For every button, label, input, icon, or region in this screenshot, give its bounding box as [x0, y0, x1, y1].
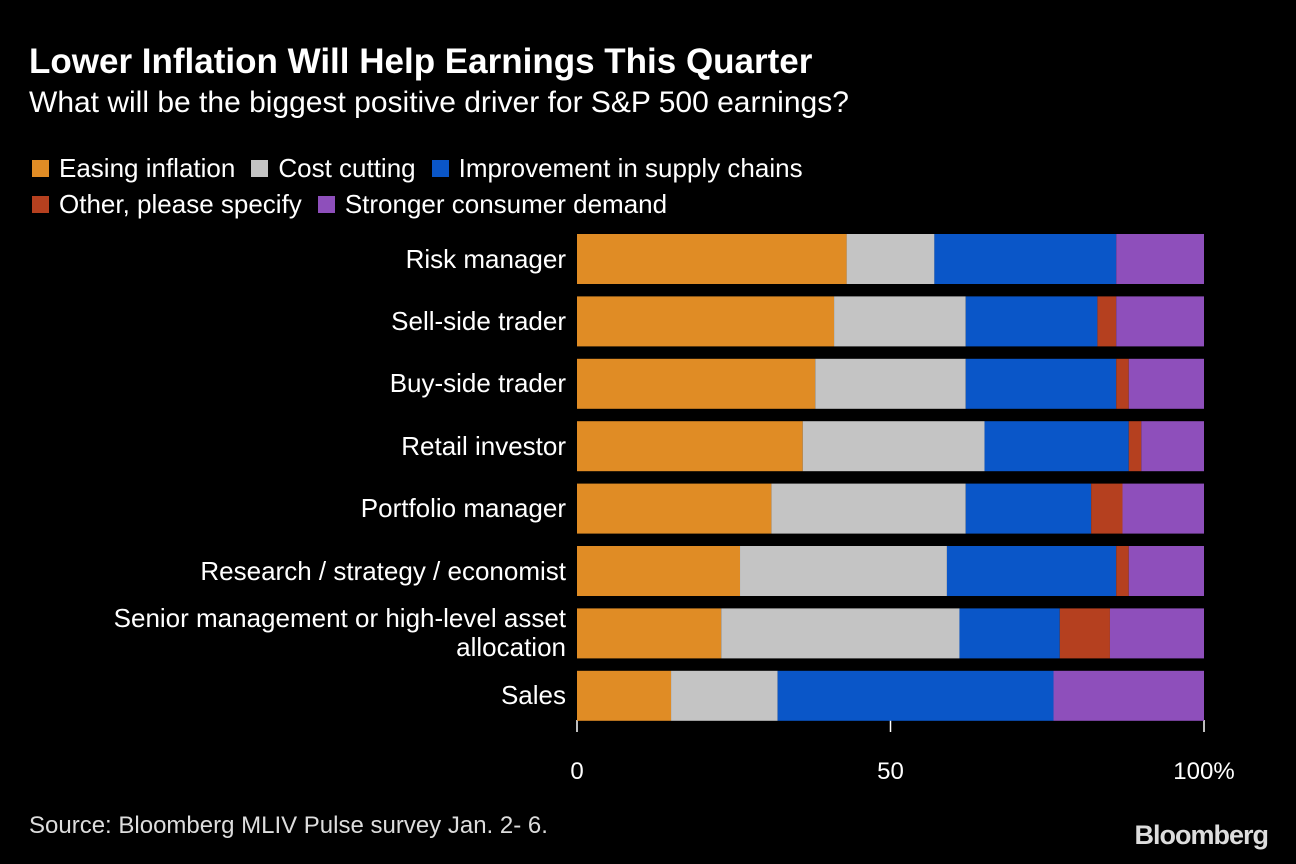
- legend-label: Improvement in supply chains: [458, 152, 803, 183]
- bar-segment: [1128, 421, 1142, 472]
- bar-segment: [721, 608, 960, 659]
- bar-segment: [834, 296, 966, 347]
- legend-swatch: [32, 195, 49, 213]
- legend-item: Stronger consumer demand: [317, 188, 668, 220]
- bar-segment: [1116, 358, 1129, 409]
- bar-segment: [1122, 483, 1204, 534]
- bar-segment: [1128, 546, 1204, 596]
- legend-swatch: [251, 159, 269, 177]
- bar-segment: [965, 358, 1117, 409]
- bar-segment: [577, 296, 835, 347]
- category-label: Portfolio manager: [360, 493, 566, 524]
- x-tick-label: 0: [570, 758, 583, 785]
- legend-row: Other, please specify Stronger consumer d…: [32, 186, 819, 222]
- bar-segment: [984, 421, 1129, 472]
- bar-segment: [1128, 358, 1204, 409]
- x-tick-label: 100%: [1173, 758, 1234, 785]
- bar-segment: [1059, 608, 1110, 659]
- bar-segment: [1109, 608, 1204, 659]
- legend-label: Cost cutting: [278, 152, 416, 183]
- legend-swatch: [317, 195, 335, 213]
- bar-segment: [1053, 670, 1204, 721]
- bar-segment: [577, 483, 772, 534]
- legend-row: Easing inflation Cost cutting Improvement …: [32, 150, 819, 186]
- bar-segment: [577, 421, 803, 472]
- category-label: Senior management or high-level asset al…: [113, 603, 566, 663]
- legend: Easing inflation Cost cutting Improvement …: [32, 150, 819, 222]
- bar-segment: [1116, 234, 1204, 284]
- bar-segment: [577, 234, 847, 284]
- bar-segment: [1091, 483, 1123, 534]
- category-label: Sales: [500, 680, 566, 711]
- category-label: Research / strategy / economist: [200, 555, 566, 586]
- bar-segment: [965, 483, 1092, 534]
- bar-segment: [1116, 296, 1204, 347]
- x-tick-label: 50: [877, 758, 904, 785]
- source-note: Source: Bloomberg MLIV Pulse survey Jan.…: [29, 812, 548, 839]
- bar-segment: [1116, 546, 1129, 596]
- legend-swatch: [32, 159, 49, 177]
- bar-segment: [846, 234, 935, 284]
- category-label: Sell-side trader: [391, 305, 566, 336]
- legend-item: Easing inflation: [32, 153, 235, 184]
- legend-label: Other, please specify: [59, 188, 302, 219]
- bar-segment: [802, 421, 985, 472]
- bar-segment: [771, 483, 966, 534]
- bar-segment: [777, 670, 1054, 721]
- bar-segment: [959, 608, 1060, 659]
- category-label: Buy-side trader: [389, 368, 566, 399]
- legend-label: Easing inflation: [59, 152, 236, 183]
- bar-segment: [740, 546, 947, 596]
- bar-segment: [965, 296, 1098, 347]
- bar-segment: [577, 546, 741, 596]
- bar-segment: [577, 670, 672, 721]
- brand-logo: Bloomberg: [1134, 820, 1269, 850]
- bar-segment: [577, 608, 722, 659]
- category-label: Retail investor: [401, 430, 566, 461]
- bar-segment: [946, 546, 1117, 596]
- legend-item: Cost cutting: [251, 152, 416, 184]
- legend-item: Improvement in supply chains: [431, 152, 803, 184]
- chart-title: Lower Inflation Will Help Earnings This …: [29, 42, 813, 81]
- bar-segment: [934, 234, 1117, 284]
- bar-segment: [815, 358, 966, 409]
- category-label: Risk manager: [405, 243, 566, 274]
- legend-label: Stronger consumer demand: [344, 188, 668, 219]
- bar-segment: [671, 670, 778, 721]
- legend-item: Other, please specify: [32, 189, 302, 220]
- bar-segment: [1097, 296, 1117, 347]
- bar-segment: [1141, 421, 1204, 472]
- legend-swatch: [431, 159, 449, 177]
- chart-subtitle: What will be the biggest positive driver…: [29, 86, 849, 119]
- bar-segment: [577, 358, 816, 409]
